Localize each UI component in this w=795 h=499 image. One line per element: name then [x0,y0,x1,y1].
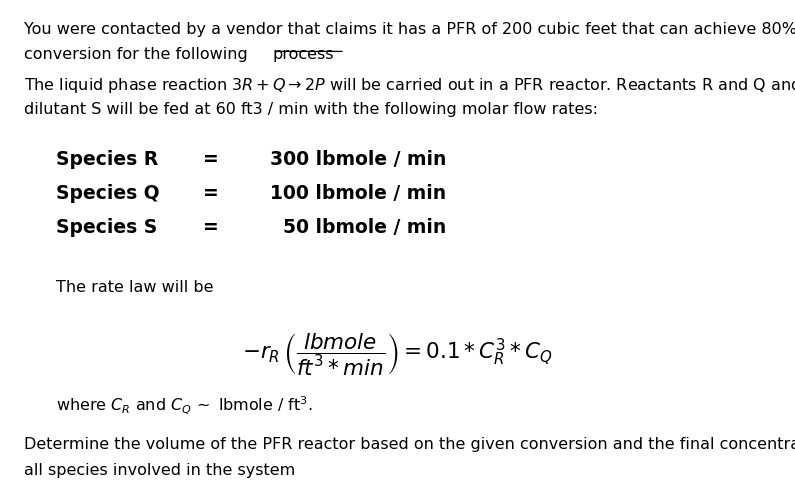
Text: all species involved in the system: all species involved in the system [24,463,295,478]
Text: =: = [203,150,219,169]
Text: =: = [203,184,219,203]
Text: Species R: Species R [56,150,158,169]
Text: =: = [203,218,219,237]
Text: Species Q: Species Q [56,184,159,203]
Text: The rate law will be: The rate law will be [56,280,213,295]
Text: where $C_R$ and $C_Q\,\sim$ lbmole / ft$^3$.: where $C_R$ and $C_Q\,\sim$ lbmole / ft$… [56,394,312,416]
Text: $-r_R\,\left(\dfrac{\mathit{lbmole}}{ft^3 * \mathit{min}}\right) = 0.1 * C_R^3 *: $-r_R\,\left(\dfrac{\mathit{lbmole}}{ft^… [242,332,553,378]
Text: dilutant S will be fed at 60 ft3 / min with the following molar flow rates:: dilutant S will be fed at 60 ft3 / min w… [24,102,598,117]
Text: Determine the volume of the PFR reactor based on the given conversion and the fi: Determine the volume of the PFR reactor … [24,437,795,452]
Text: process: process [273,47,334,62]
Text: conversion for the following: conversion for the following [24,47,253,62]
Text: Species S: Species S [56,218,157,237]
Text: 100 lbmole / min: 100 lbmole / min [270,184,447,203]
Text: 50 lbmole / min: 50 lbmole / min [270,218,447,237]
Text: You were contacted by a vendor that claims it has a PFR of 200 cubic feet that c: You were contacted by a vendor that clai… [24,22,795,37]
Text: The liquid phase reaction $3R + Q \rightarrow 2P$ will be carried out in a PFR r: The liquid phase reaction $3R + Q \right… [24,76,795,95]
Text: 300 lbmole / min: 300 lbmole / min [270,150,447,169]
